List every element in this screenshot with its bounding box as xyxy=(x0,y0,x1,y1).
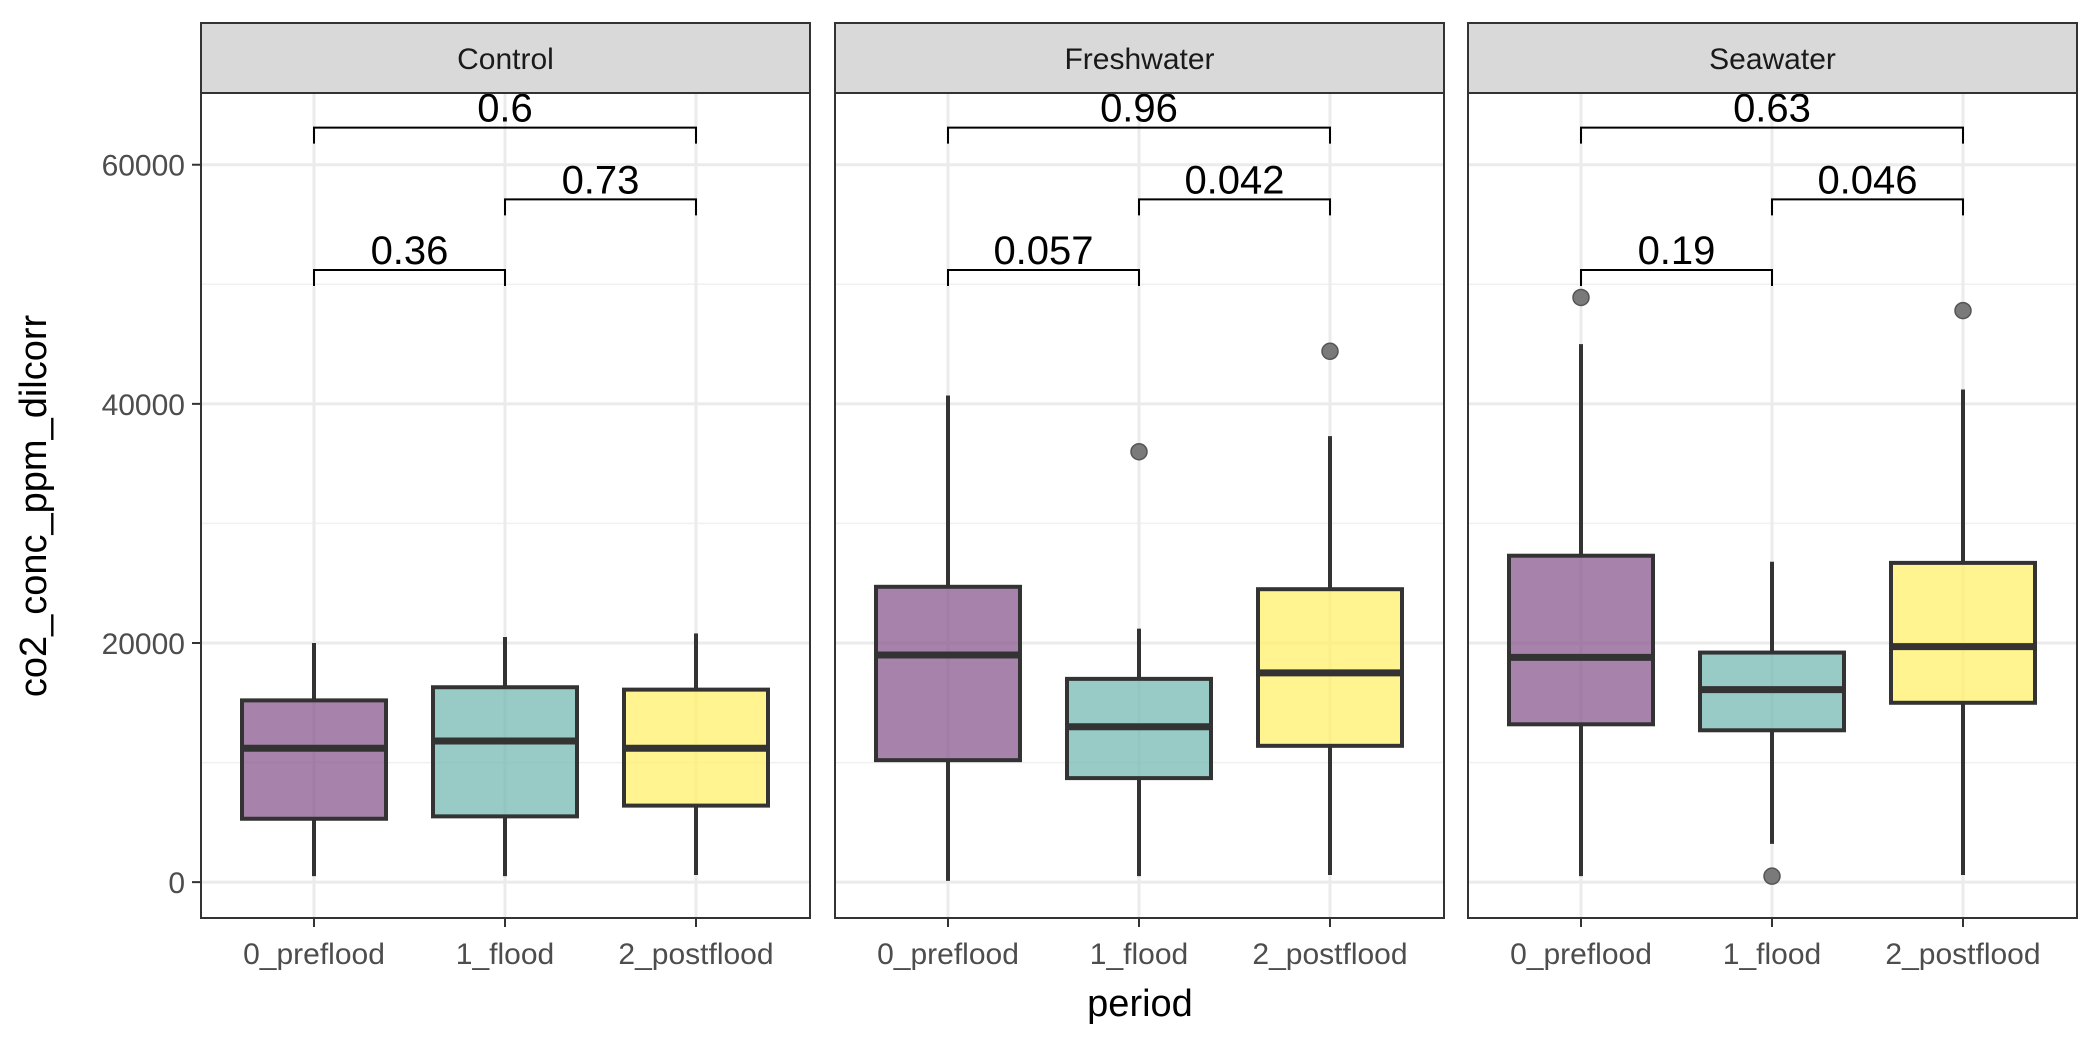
y-axis: 0 20000 40000 60000 xyxy=(102,150,201,900)
bracket-line xyxy=(313,268,506,286)
x-tick-label: 0_preflood xyxy=(243,938,385,971)
p-value-label: 0.63 xyxy=(1733,87,1811,131)
comparison-bracket: 0.73 xyxy=(504,158,697,216)
comparison-bracket: 0.046 xyxy=(1771,158,1964,216)
box-0_preflood xyxy=(240,643,388,877)
x-tick-label: 1_flood xyxy=(1090,938,1188,971)
p-value-label: 0.36 xyxy=(371,229,449,273)
y-tick-label: 0 xyxy=(168,867,185,900)
y-tick-label: 60000 xyxy=(102,150,185,183)
p-value-label: 0.19 xyxy=(1638,229,1716,273)
facet-strip-label: Freshwater xyxy=(1064,43,1214,76)
p-value-label: 0.057 xyxy=(993,229,1093,273)
comparison-bracket: 0.36 xyxy=(313,229,506,286)
y-tick-label: 40000 xyxy=(102,389,185,422)
x-tick-label: 2_postflood xyxy=(1885,938,2040,971)
bracket-line xyxy=(504,198,697,216)
outlier-point xyxy=(1954,301,1972,320)
x-tick-label: 2_postflood xyxy=(618,938,773,971)
box-iqr xyxy=(240,698,388,821)
x-tick-label: 0_preflood xyxy=(1510,938,1652,971)
box-1_flood xyxy=(431,637,579,877)
facet-strip-label: Control xyxy=(457,43,554,76)
x-tick-label: 0_preflood xyxy=(877,938,1019,971)
y-tick-label: 20000 xyxy=(102,628,185,661)
box-iqr xyxy=(1889,560,2037,705)
p-value-label: 0.6 xyxy=(477,87,533,131)
outlier-point xyxy=(1321,342,1339,361)
bracket-line xyxy=(1580,126,1964,144)
box-iqr xyxy=(1256,587,1404,748)
box-1_flood xyxy=(1065,442,1213,877)
box-2_postflood xyxy=(1889,301,2037,875)
facet-strip xyxy=(200,22,811,94)
facet-strip xyxy=(834,22,1445,94)
facets: Control 0.36 0.73 0.6 0_preflood 1_flood 2_pos… xyxy=(200,22,2078,971)
comparison-bracket: 0.96 xyxy=(947,87,1331,144)
bracket-line xyxy=(1138,198,1331,216)
p-value-label: 0.96 xyxy=(1100,87,1178,131)
box-1_flood xyxy=(1698,561,1846,885)
box-iqr xyxy=(431,685,579,819)
y-axis-title: co2_conc_ppm_dilcorr xyxy=(13,314,55,697)
box-iqr xyxy=(1507,553,1655,727)
comparison-bracket: 0.6 xyxy=(313,87,697,144)
box-iqr xyxy=(874,584,1022,763)
bracket-line xyxy=(947,268,1140,286)
p-value-label: 0.73 xyxy=(562,158,640,202)
comparison-bracket: 0.042 xyxy=(1138,158,1331,216)
outlier-point xyxy=(1763,867,1781,885)
box-2_postflood xyxy=(1256,342,1404,875)
box-2_postflood xyxy=(622,633,770,875)
facet-strip-label: Seawater xyxy=(1709,43,1836,76)
bracket-line xyxy=(313,126,697,144)
bracket-line xyxy=(1771,198,1964,216)
bracket-line xyxy=(1580,268,1773,286)
comparison-bracket: 0.19 xyxy=(1580,229,1773,286)
x-axis-title: period xyxy=(1087,983,1193,1025)
x-tick-label: 1_flood xyxy=(456,938,554,971)
box-0_preflood xyxy=(874,395,1022,881)
bracket-line xyxy=(947,126,1331,144)
outlier-point xyxy=(1130,442,1148,461)
facet-control: Control 0.36 0.73 0.6 0_preflood 1_flood 2_pos… xyxy=(200,22,811,971)
p-value-label: 0.042 xyxy=(1184,158,1284,202)
x-tick-label: 2_postflood xyxy=(1252,938,1407,971)
x-tick-label: 1_flood xyxy=(1723,938,1821,971)
outlier-point xyxy=(1572,288,1590,307)
comparison-bracket: 0.057 xyxy=(947,229,1140,286)
facet-strip xyxy=(1467,22,2078,94)
p-value-label: 0.046 xyxy=(1817,158,1917,202)
comparison-bracket: 0.63 xyxy=(1580,87,1964,144)
box-0_preflood xyxy=(1507,288,1655,877)
